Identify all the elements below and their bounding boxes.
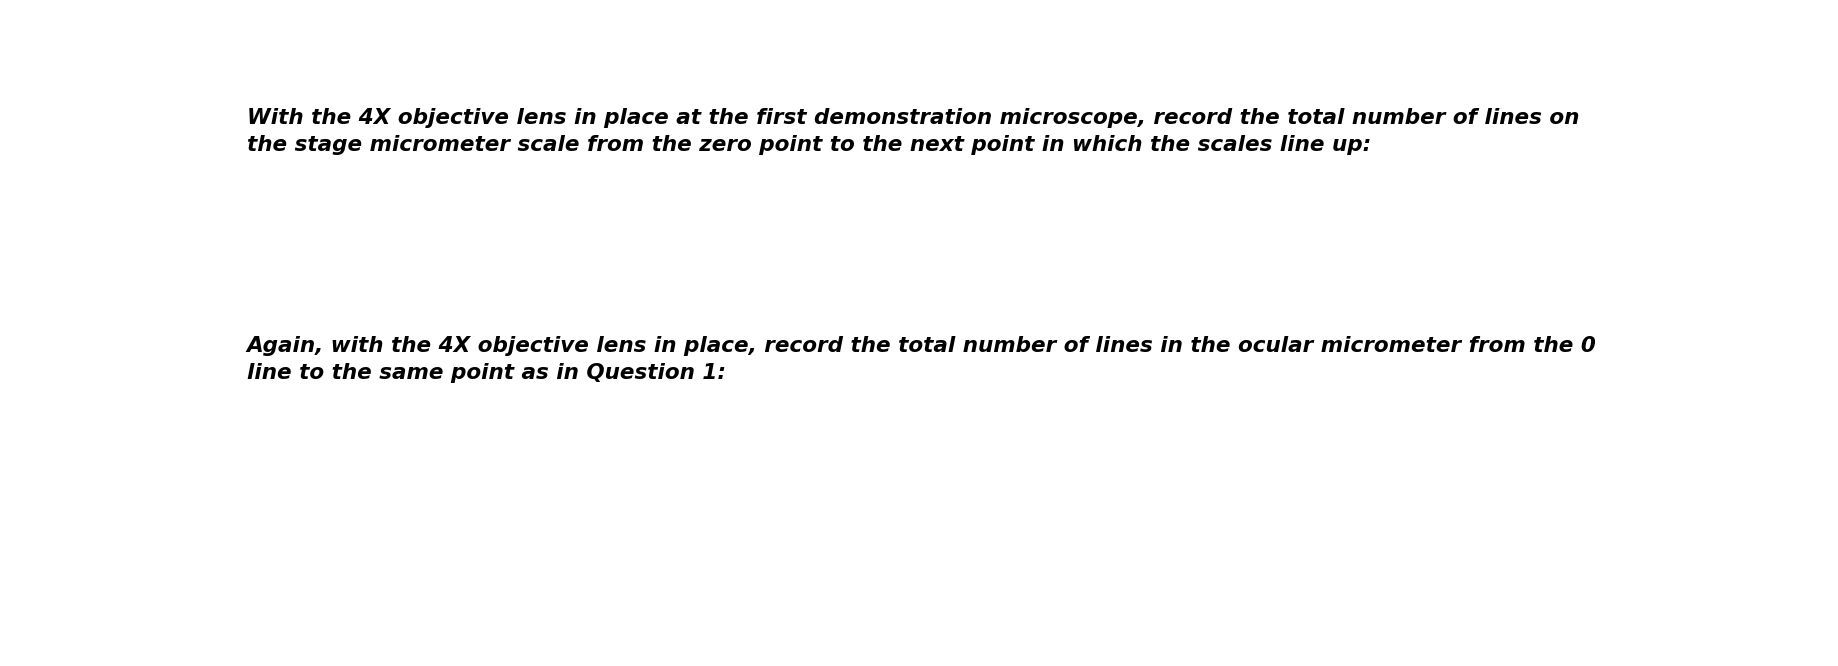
Text: With the 4X objective lens in place at the first demonstration microscope, recor: With the 4X objective lens in place at t… [246, 108, 1579, 155]
Text: Again, with the 4X objective lens in place, record the total number of lines in : Again, with the 4X objective lens in pla… [246, 336, 1597, 383]
